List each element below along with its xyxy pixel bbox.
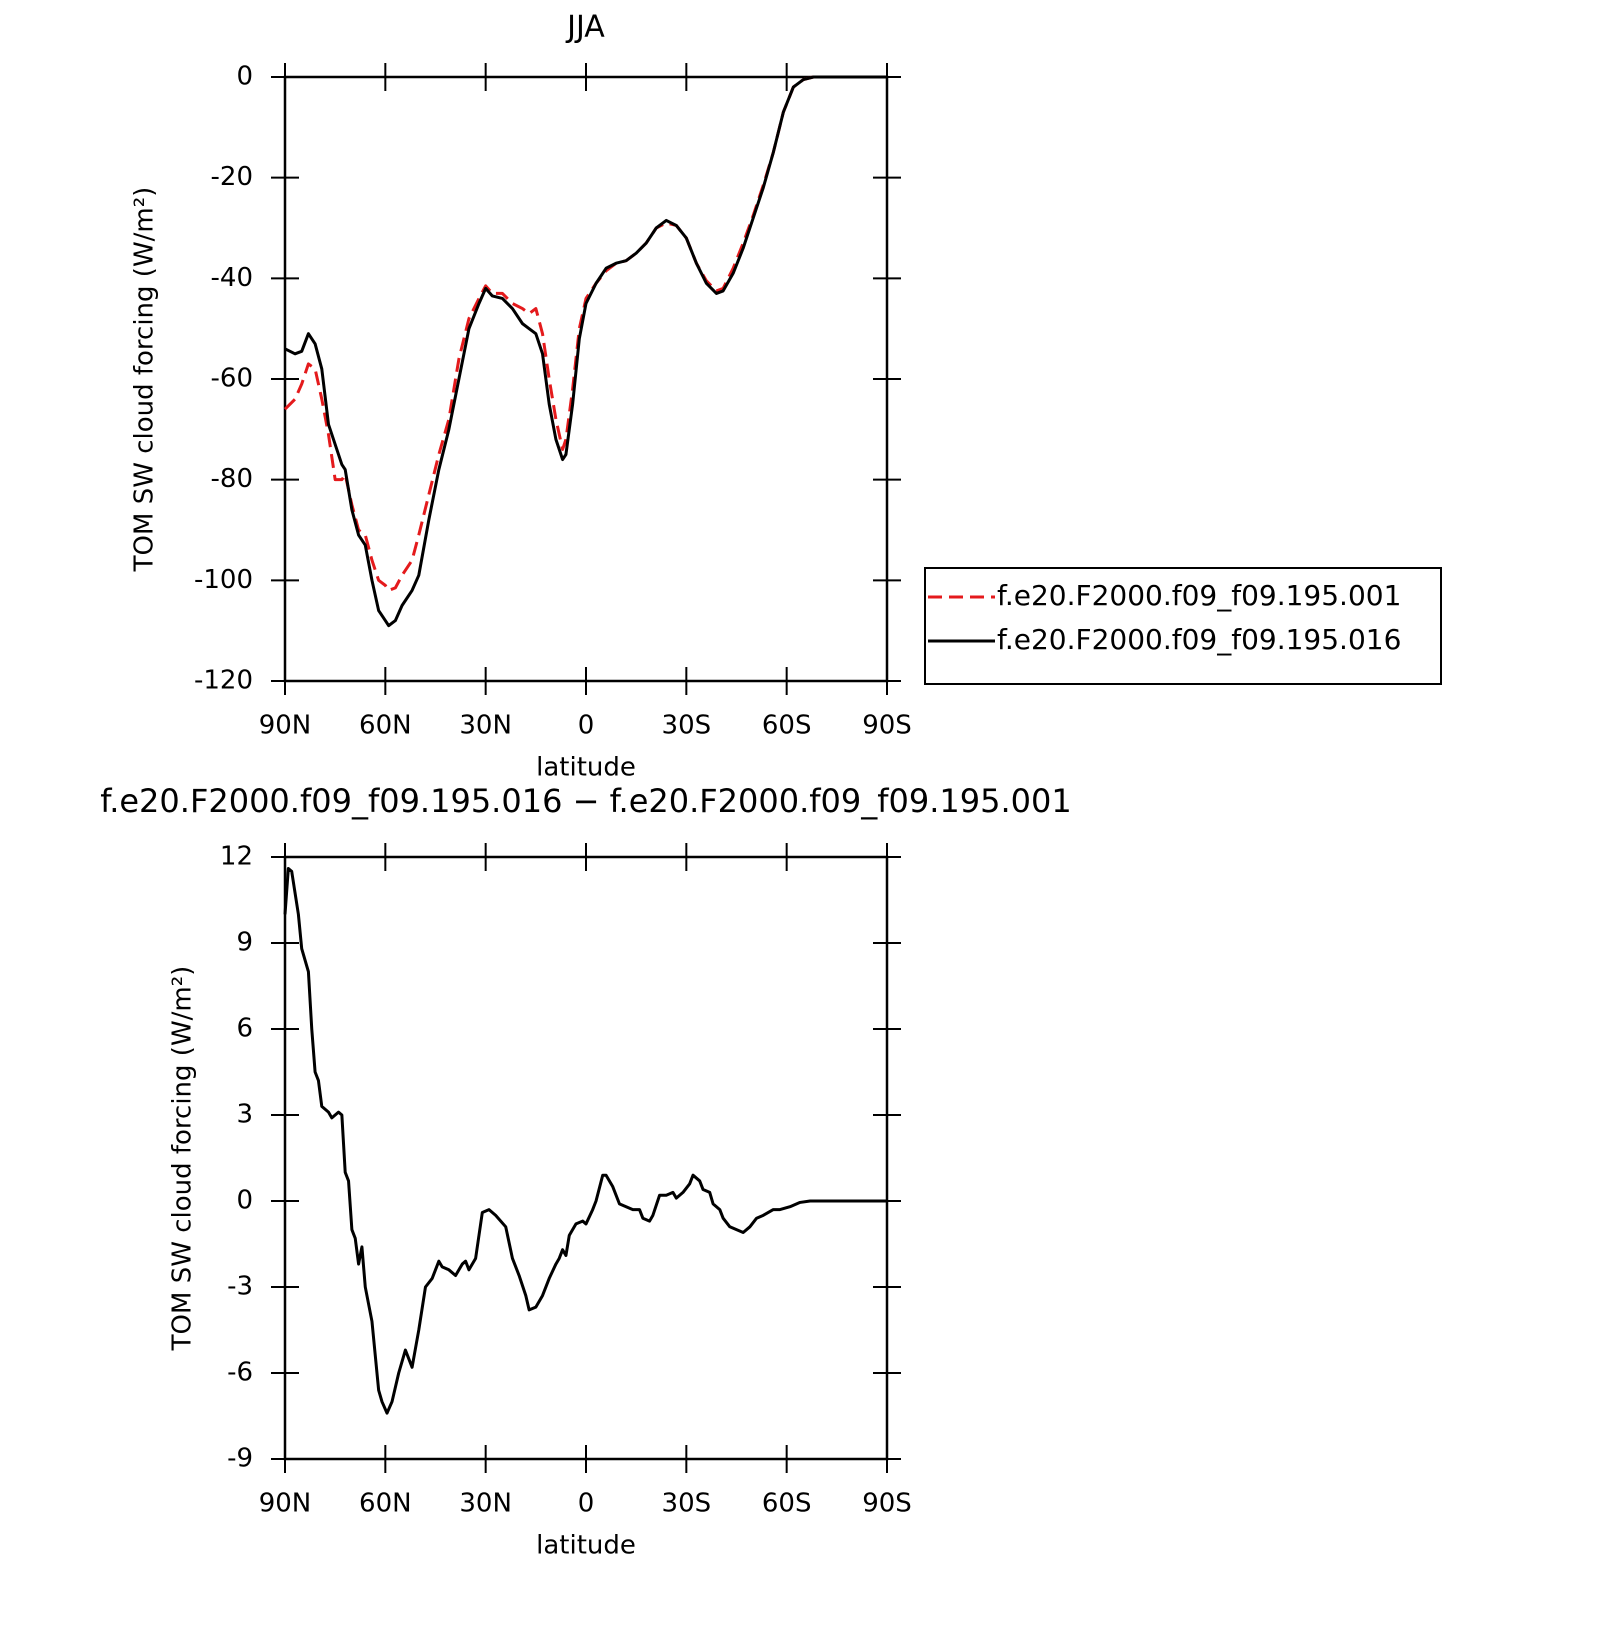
y-tick-label: -100 xyxy=(194,565,253,595)
y-tick-label: -80 xyxy=(211,464,253,494)
x-tick-label: 30N xyxy=(459,711,512,741)
y-tick-label: -40 xyxy=(211,263,253,293)
x-tick-label: 0 xyxy=(578,711,595,741)
x-tick-label: 30N xyxy=(459,1489,512,1519)
x-axis-label: latitude xyxy=(536,753,636,783)
legend-box xyxy=(924,567,1442,685)
y-tick-label: 6 xyxy=(236,1014,253,1044)
y-tick-label: 0 xyxy=(236,62,253,92)
x-tick-label: 30S xyxy=(662,1489,712,1519)
x-tick-label: 60N xyxy=(359,711,412,741)
chart-title: f.e20.F2000.f09_f09.195.016 − f.e20.F200… xyxy=(100,782,1072,820)
y-tick-label: 0 xyxy=(236,1186,253,1216)
y-tick-label: -9 xyxy=(227,1444,253,1474)
x-tick-label: 90S xyxy=(862,711,912,741)
chart-title: JJA xyxy=(565,10,605,45)
y-tick-label: -120 xyxy=(194,666,253,696)
y-tick-label: 9 xyxy=(236,928,253,958)
y-tick-label: -6 xyxy=(227,1358,253,1388)
x-axis-label: latitude xyxy=(536,1531,636,1561)
x-tick-label: 60S xyxy=(762,1489,812,1519)
y-tick-label: -60 xyxy=(211,364,253,394)
y-tick-label: -20 xyxy=(211,162,253,192)
x-tick-label: 90N xyxy=(259,1489,312,1519)
y-axis-label: TOM SW cloud forcing (W/m²) xyxy=(130,187,160,573)
x-tick-label: 30S xyxy=(662,711,712,741)
series-line xyxy=(283,75,887,592)
y-tick-label: 3 xyxy=(236,1100,253,1130)
legend-label: f.e20.F2000.f09_f09.195.016 xyxy=(997,623,1401,656)
legend-label: f.e20.F2000.f09_f09.195.001 xyxy=(997,579,1401,612)
series-line xyxy=(283,866,887,1415)
series-line xyxy=(284,75,887,628)
y-axis-label: TOM SW cloud forcing (W/m²) xyxy=(168,966,198,1352)
x-tick-label: 90S xyxy=(862,1489,912,1519)
x-tick-label: 90N xyxy=(259,711,312,741)
y-tick-label: -3 xyxy=(227,1272,253,1302)
x-tick-label: 0 xyxy=(578,1489,595,1519)
x-tick-label: 60N xyxy=(359,1489,412,1519)
y-tick-label: 12 xyxy=(220,842,253,872)
x-tick-label: 60S xyxy=(762,711,812,741)
